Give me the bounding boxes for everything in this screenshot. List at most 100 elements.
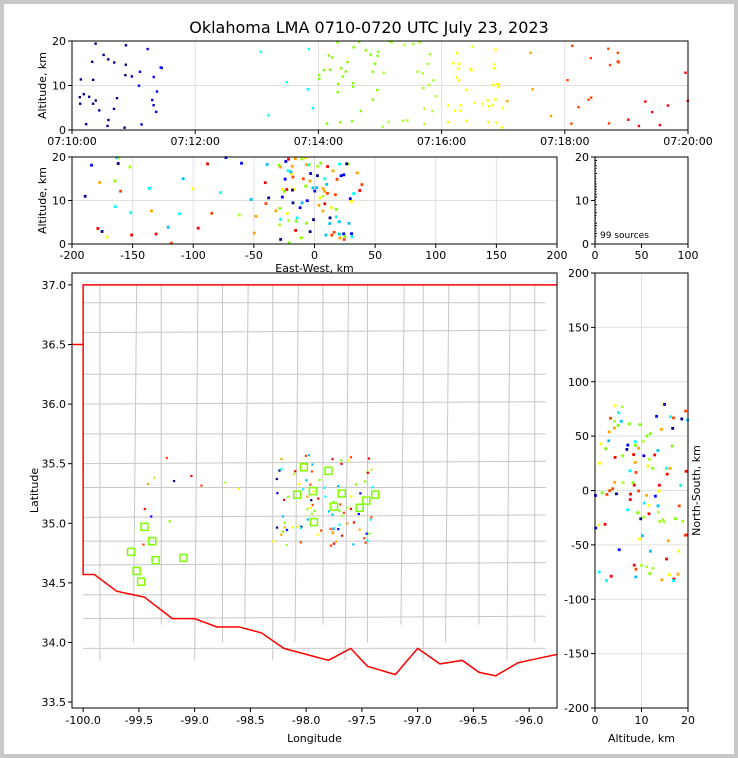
lightning-source — [313, 509, 316, 513]
ns-height-point — [626, 508, 630, 512]
lightning-source — [359, 492, 362, 495]
time-height-point — [339, 121, 342, 124]
time-height-point — [428, 53, 432, 56]
ew-height-point — [219, 191, 222, 194]
time-height-point — [666, 104, 670, 107]
lightning-source — [346, 459, 350, 462]
ns-height-point — [607, 430, 611, 434]
panel-histogram: 0 50 100 0 10 20 99 sources — [575, 151, 699, 262]
ns-height-point — [612, 426, 616, 430]
ns-height-point — [604, 447, 608, 451]
lightning-source — [275, 477, 278, 481]
ns-height-point — [657, 510, 660, 514]
time-height-point — [124, 63, 127, 66]
lightning-source — [354, 483, 358, 486]
ew-height-point — [300, 201, 304, 205]
county-line — [445, 284, 450, 643]
ew-height-point — [279, 217, 282, 221]
ns-height-point — [645, 434, 649, 438]
ns-height-point — [605, 492, 609, 496]
lightning-source — [300, 525, 303, 528]
ns-height-point — [634, 567, 638, 571]
ns-height-point — [672, 416, 675, 420]
time-height-point — [423, 123, 426, 126]
x-tick-label: -98.0 — [292, 714, 320, 727]
ew-height-point — [254, 214, 258, 218]
time-height-point — [473, 101, 476, 105]
ew-height-point — [332, 230, 336, 234]
ns-height-point — [640, 534, 644, 538]
ew-height-point — [330, 233, 334, 237]
time-height-point — [431, 109, 434, 113]
time-height-point — [452, 62, 455, 65]
lightning-source — [357, 512, 360, 516]
time-height-point — [123, 126, 126, 129]
ew-height-point — [301, 177, 305, 181]
lightning-source — [280, 533, 283, 536]
county-line — [506, 284, 511, 661]
time-height-point — [457, 62, 461, 66]
ns-height-point — [637, 489, 640, 493]
lightning-source — [311, 503, 314, 507]
x-tick-label: 07:16:00 — [417, 135, 466, 148]
lightning-source — [304, 454, 308, 458]
lightning-source — [337, 528, 340, 531]
time-height-point — [124, 44, 128, 47]
ns-height-point — [668, 466, 672, 470]
ew-height-point — [326, 191, 329, 195]
lightning-source — [310, 499, 313, 502]
time-height-point — [496, 83, 499, 86]
time-height-point — [373, 62, 377, 65]
time-height-point — [160, 66, 164, 70]
ns-height-point — [628, 498, 632, 501]
time-height-point — [376, 88, 379, 92]
lightning-source — [337, 485, 340, 488]
ew-height-point — [263, 181, 267, 185]
time-height-point — [403, 43, 406, 47]
y-tick-label: 36.5 — [42, 339, 67, 352]
lightning-source — [298, 483, 301, 486]
ew-height-point — [206, 162, 209, 166]
time-height-point — [570, 122, 573, 125]
time-height-point — [587, 98, 590, 101]
ew-height-point — [316, 174, 319, 178]
time-height-point — [637, 124, 641, 128]
time-height-point — [457, 67, 460, 70]
lma-station-marker — [292, 490, 302, 499]
ew-height-point — [148, 187, 151, 190]
lightning-source — [143, 507, 146, 511]
lightning-source — [329, 544, 333, 547]
ew-height-point — [117, 156, 121, 160]
lightning-source — [286, 495, 289, 499]
ew-height-point — [298, 206, 302, 210]
time-height-point — [458, 109, 462, 112]
ew-height-point — [318, 196, 322, 200]
ew-height-point — [285, 212, 289, 215]
ew-height-point — [129, 211, 133, 215]
ew-height-point — [96, 227, 100, 230]
ns-height-point — [642, 515, 645, 519]
time-height-point — [487, 104, 491, 108]
y-tick-label: -150 — [564, 648, 589, 661]
ew-height-point — [313, 189, 317, 193]
lightning-source — [142, 543, 145, 546]
source-count-annotation: 99 sources — [600, 231, 649, 241]
y-tick-label: 20 — [575, 151, 589, 164]
time-height-point — [327, 54, 331, 57]
x-tick-label: 07:14:00 — [294, 135, 343, 148]
ns-height-point — [615, 492, 618, 496]
x-tick-label: -98.5 — [236, 714, 264, 727]
lightning-source — [340, 514, 343, 517]
ns-height-point — [655, 414, 659, 418]
lma-station-marker — [136, 577, 146, 586]
lightning-source — [147, 482, 150, 485]
ns-height-point — [597, 570, 601, 574]
time-height-point — [590, 96, 593, 99]
time-height-point — [350, 119, 354, 123]
ns-height-point — [656, 504, 660, 508]
lightning-source — [340, 462, 343, 465]
ns-height-point — [665, 472, 669, 476]
time-height-point — [566, 79, 569, 82]
ns-height-point — [646, 464, 650, 468]
ns-height-point — [617, 548, 621, 552]
